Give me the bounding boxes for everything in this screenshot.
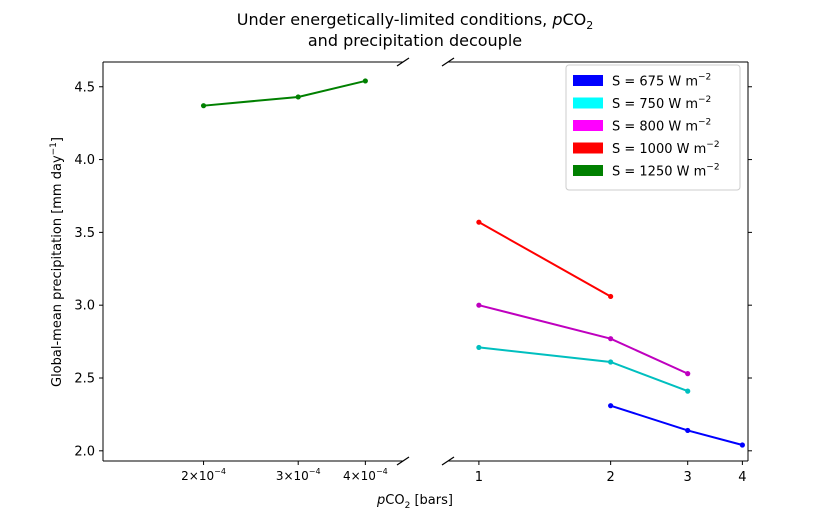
plot-layer: 2.0 2.5 3.0 3.5 4.0 4.5 2×10−4 3×10−4 4×10−4 1 2 3 4 [74,57,752,485]
chart-title-line-2: and precipitation decouple [308,31,522,50]
legend-swatch-2 [573,97,603,109]
x-tick-label-right: 1 [475,470,483,485]
legend-swatch-4 [573,142,603,154]
legend-swatch-1 [573,75,603,86]
y-tick-label: 2.0 [74,444,95,459]
x-tick-label-left: 2×10−4 [181,467,226,483]
series-point-3 [476,302,482,308]
x-tick-label-right: 3 [684,470,692,485]
legend-label-3: S = 800 W m−2 [612,118,711,135]
x-tick-label-left: 3×10−4 [276,467,321,483]
y-tick-label: 3.0 [74,299,95,314]
series-line-2 [478,346,689,393]
series-line-5 [203,79,366,107]
x-tick-label-left: 4×10−4 [343,467,388,483]
y-tick-label: 3.5 [74,226,95,241]
y-tick-label: 2.5 [74,371,95,386]
legend-label-2: S = 750 W m−2 [612,95,711,112]
y-tick-label: 4.5 [74,80,95,95]
x-axis-label: pCO2 [bars] [376,493,453,511]
legend-frame [565,64,741,191]
legend-label-1: S = 675 W m−2 [612,73,711,90]
x-tick-label-right: 4 [738,470,746,485]
series-line-1 [610,404,743,446]
series-point-1 [739,442,745,448]
series-point-1 [608,403,614,409]
axis-break-mark-4 [441,456,455,466]
legend-label-4: S = 1000 W m−2 [612,140,720,157]
legend-label-5: S = 1250 W m−2 [612,163,720,180]
chart-title-line-1: Under energetically-limited conditions, … [237,10,594,32]
series-point-4 [608,293,614,300]
axis-break-mark-1 [396,57,410,67]
series-point-5 [295,94,301,100]
y-tick-label: 4.0 [74,153,95,168]
series-point-2 [685,388,691,394]
series-line-4 [478,221,612,298]
legend-swatch-3 [573,120,603,131]
series-point-1 [685,427,691,434]
series-line-3 [478,304,689,375]
series-point-4 [476,219,482,225]
series-point-2 [476,344,482,351]
axis-break-mark-3 [441,57,455,67]
axis-break-mark-2 [396,456,410,466]
series-point-3 [685,371,691,377]
series-point-5 [362,78,368,84]
series-point-5 [200,103,207,109]
series-point-3 [608,336,614,342]
legend: S = 675 W m−2 S = 750 W m−2 S = 800 W m−2 S… [565,64,741,191]
y-axis-label: Global-mean precipitation [mm day−1] [49,137,65,387]
x-tick-label-right: 2 [606,470,614,485]
legend-swatch-5 [573,165,603,176]
series-point-2 [608,359,614,365]
